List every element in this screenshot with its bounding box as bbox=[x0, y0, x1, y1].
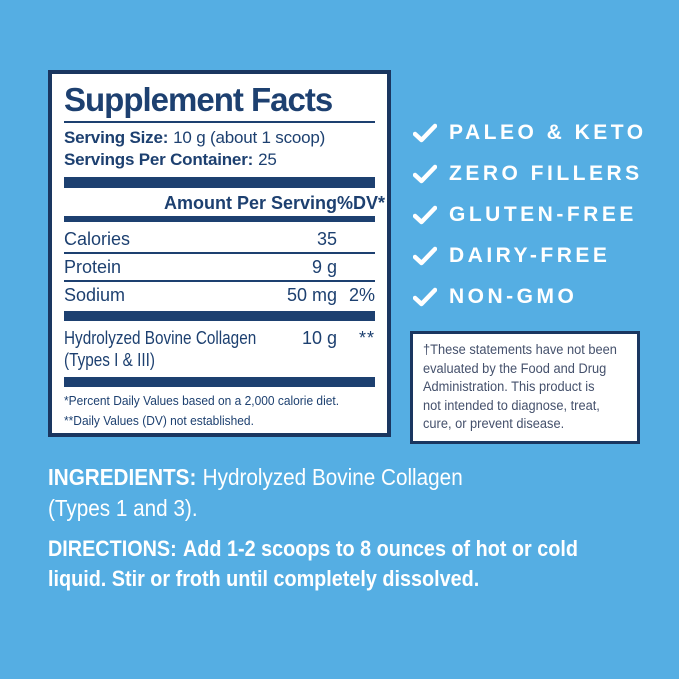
badge-non-gmo: NON-GMO bbox=[413, 276, 647, 317]
check-icon bbox=[413, 164, 437, 183]
divider-medium bbox=[64, 216, 375, 222]
collagen-name-line1: Hydrolyzed Bovine Collagen bbox=[64, 328, 257, 348]
badge-paleo-keto: PALEO & KETO bbox=[413, 112, 647, 153]
badge-zero-fillers: ZERO FILLERS bbox=[413, 153, 647, 194]
badge-label: NON-GMO bbox=[449, 284, 578, 308]
badge-label: ZERO FILLERS bbox=[449, 161, 643, 185]
badge-gluten-free: GLUTEN-FREE bbox=[413, 194, 647, 235]
fda-disclaimer-box: †These statements have not been evaluate… bbox=[410, 331, 640, 444]
nutrient-amount: 50 mg bbox=[286, 285, 337, 305]
nutrient-name: Protein bbox=[64, 257, 122, 277]
claim-badges: PALEO & KETO ZERO FILLERS GLUTEN-FREE DA… bbox=[413, 112, 647, 317]
directions-line2: liquid. Stir or froth until completely d… bbox=[48, 566, 480, 591]
badge-label: DAIRY-FREE bbox=[449, 243, 611, 267]
nutrient-name: Sodium bbox=[64, 285, 126, 305]
badge-label: PALEO & KETO bbox=[449, 120, 647, 144]
check-icon bbox=[413, 246, 437, 265]
disclaimer-line: not intended to diagnose, treat, bbox=[423, 397, 600, 413]
footnote-dv-not-established: **Daily Values (DV) not established. bbox=[64, 413, 254, 428]
servings-per-container-line: Servings Per Container: 25 bbox=[64, 149, 375, 171]
table-column-header: Amount Per Serving %DV* bbox=[64, 192, 386, 214]
check-icon bbox=[413, 287, 437, 306]
disclaimer-line: Administration. This product is bbox=[423, 379, 595, 394]
divider-thick bbox=[64, 311, 375, 321]
table-row: Calories 35 bbox=[64, 226, 375, 254]
check-icon bbox=[413, 205, 437, 224]
check-icon bbox=[413, 123, 437, 142]
collagen-name-line2: (Types I & III) bbox=[64, 350, 155, 370]
dv-header: %DV* bbox=[337, 193, 386, 213]
serving-size-label: Serving Size: bbox=[64, 128, 169, 147]
directions-value: Add 1-2 scoops to 8 ounces of hot or col… bbox=[183, 536, 578, 561]
ingredients-section: INGREDIENTS: Hydrolyzed Bovine Collagen (… bbox=[48, 462, 509, 524]
directions-section: DIRECTIONS: Add 1-2 scoops to 8 ounces of… bbox=[48, 534, 637, 594]
badge-dairy-free: DAIRY-FREE bbox=[413, 235, 647, 276]
disclaimer-line: cure, or prevent disease. bbox=[423, 416, 565, 431]
nutrient-amount: 35 bbox=[316, 229, 337, 249]
serving-size-line: Serving Size: 10 g (about 1 scoop) bbox=[64, 127, 375, 149]
disclaimer-line: †These statements have not been bbox=[423, 342, 617, 357]
footnotes: *Percent Daily Values based on a 2,000 c… bbox=[64, 391, 375, 431]
table-row: Sodium 50 mg 2% bbox=[64, 282, 375, 308]
badge-label: GLUTEN-FREE bbox=[449, 202, 637, 226]
nutrient-dv: ** bbox=[358, 328, 375, 348]
disclaimer-line: evaluated by the Food and Drug bbox=[423, 360, 607, 376]
table-row: Protein 9 g bbox=[64, 254, 375, 282]
directions-line1: DIRECTIONS: Add 1-2 scoops to 8 ounces of… bbox=[48, 534, 578, 564]
ingredients-line1: INGREDIENTS: Hydrolyzed Bovine Collagen bbox=[48, 462, 463, 493]
divider-thick bbox=[64, 177, 375, 188]
divider-thin bbox=[64, 121, 375, 123]
footnote-percent-dv: *Percent Daily Values based on a 2,000 c… bbox=[64, 393, 340, 408]
nutrient-amount: 10 g bbox=[301, 328, 337, 348]
servings-per-container-label: Servings Per Container: bbox=[64, 150, 254, 169]
nutrient-name: Hydrolyzed Bovine Collagen (Types I & II… bbox=[64, 327, 271, 371]
ingredients-label: INGREDIENTS: bbox=[48, 464, 197, 490]
amount-per-serving-header: Amount Per Serving bbox=[163, 193, 337, 213]
nutrient-dv: 2% bbox=[348, 285, 375, 305]
nutrient-amount: 9 g bbox=[311, 257, 337, 277]
serving-size-value: 10 g (about 1 scoop) bbox=[173, 128, 326, 147]
nutrient-name: Calories bbox=[64, 229, 131, 249]
directions-label: DIRECTIONS: bbox=[48, 536, 177, 561]
panel-title: Supplement Facts bbox=[64, 81, 333, 118]
divider-thick bbox=[64, 377, 375, 387]
ingredients-value: Hydrolyzed Bovine Collagen bbox=[202, 464, 463, 490]
table-row-collagen: Hydrolyzed Bovine Collagen (Types I & II… bbox=[64, 325, 375, 374]
servings-per-container-value: 25 bbox=[258, 150, 277, 169]
ingredients-line2: (Types 1 and 3). bbox=[48, 495, 198, 521]
supplement-facts-panel: Supplement Facts Serving Size: 10 g (abou… bbox=[48, 70, 391, 437]
